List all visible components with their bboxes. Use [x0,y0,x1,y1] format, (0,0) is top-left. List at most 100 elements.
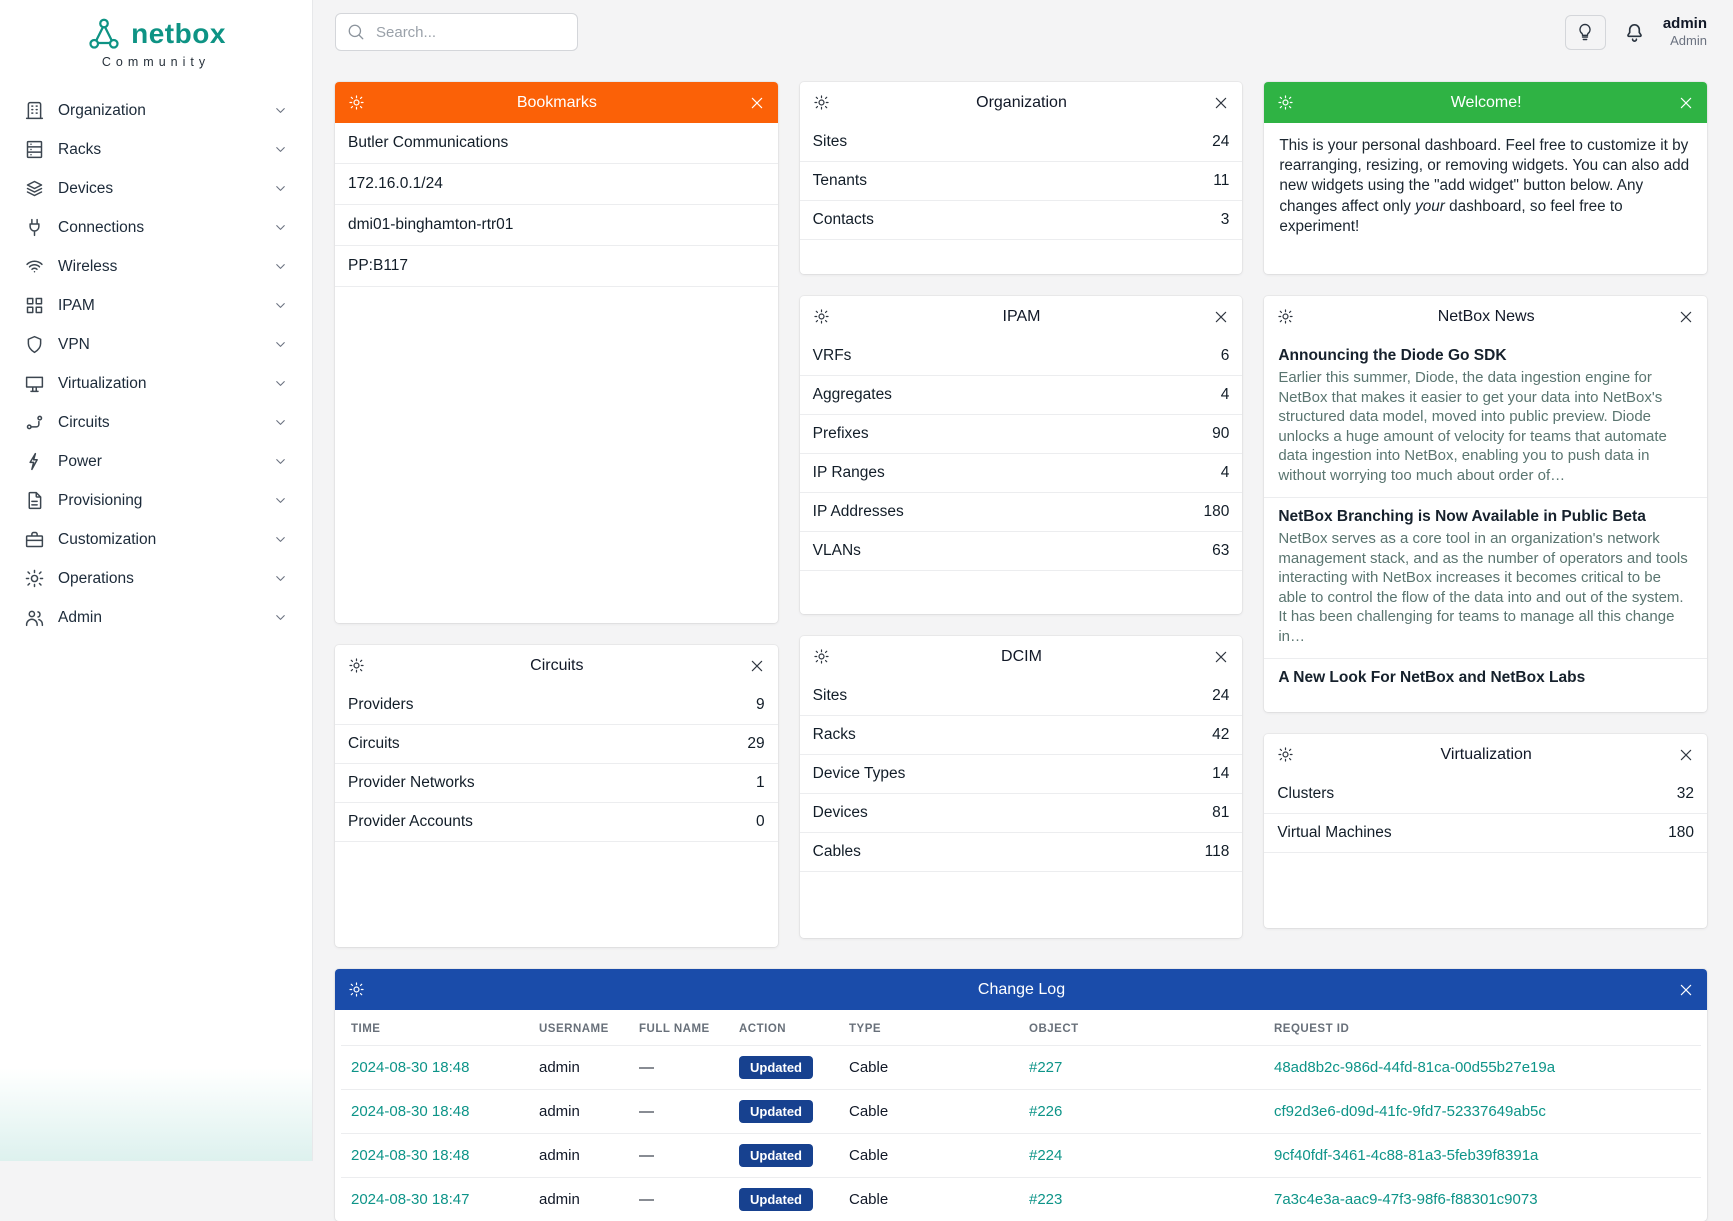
stat-row[interactable]: Circuits 29 [335,725,778,764]
change-time-link[interactable]: 2024-08-30 18:48 [351,1147,469,1164]
close-icon[interactable] [1678,982,1694,998]
stat-row[interactable]: Contacts 3 [800,201,1243,240]
virtualization-widget: Virtualization Clusters 32 Virtual Machi… [1264,734,1707,928]
sidebar-item-devices[interactable]: Devices [0,169,312,208]
change-time-link[interactable]: 2024-08-30 18:48 [351,1059,469,1076]
chevron-down-icon [273,259,288,274]
news-article[interactable]: Announcing the Diode Go SDK Earlier this… [1264,337,1707,498]
news-article[interactable]: NetBox Branching is Now Available in Pub… [1264,498,1707,659]
stat-row[interactable]: Racks 42 [800,716,1243,755]
stat-row[interactable]: Virtual Machines 180 [1264,814,1707,853]
news-article-title[interactable]: Announcing the Diode Go SDK [1278,347,1693,365]
stat-row[interactable]: Provider Accounts 0 [335,803,778,842]
stat-label: Sites [813,133,847,151]
stat-row[interactable]: IP Addresses 180 [800,493,1243,532]
close-icon[interactable] [1213,649,1229,665]
close-icon[interactable] [1213,95,1229,111]
sidebar-item-connections[interactable]: Connections [0,208,312,247]
gear-icon[interactable] [813,94,830,111]
change-type: Cable [849,1191,888,1208]
sidebar-item-organization[interactable]: Organization [0,91,312,130]
gear-icon[interactable] [1277,308,1294,325]
bookmark-item[interactable]: PP:B117 [335,246,778,287]
stat-row[interactable]: Providers 9 [335,686,778,725]
change-request-id-link[interactable]: 9cf40fdf-3461-4c88-81a3-5feb39f8391a [1274,1147,1538,1164]
stat-row[interactable]: Provider Networks 1 [335,764,778,803]
bookmark-item[interactable]: dmi01-binghamton-rtr01 [335,205,778,246]
gear-icon[interactable] [348,657,365,674]
close-icon[interactable] [1678,95,1694,111]
theme-toggle-button[interactable] [1565,15,1606,50]
chevron-down-icon [273,337,288,352]
bookmarks-widget: Bookmarks Butler Communications 172.16.0… [335,82,778,623]
sidebar: netbox Community Organization Racks Devi… [0,0,313,1161]
sidebar-item-power[interactable]: Power [0,442,312,481]
action-badge: Updated [739,1188,813,1211]
news-article-title[interactable]: A New Look For NetBox and NetBox Labs [1278,669,1693,687]
close-icon[interactable] [749,658,765,674]
stat-row[interactable]: Cables 118 [800,833,1243,872]
stat-value: 11 [1213,172,1229,190]
close-icon[interactable] [1678,309,1694,325]
stat-row[interactable]: Aggregates 4 [800,376,1243,415]
sidebar-item-vpn[interactable]: VPN [0,325,312,364]
change-object-link[interactable]: #226 [1029,1103,1062,1120]
sidebar-item-circuits[interactable]: Circuits [0,403,312,442]
change-object-link[interactable]: #227 [1029,1059,1062,1076]
sidebar-item-virtualization[interactable]: Virtualization [0,364,312,403]
news-article[interactable]: A New Look For NetBox and NetBox Labs [1264,659,1707,702]
change-time-link[interactable]: 2024-08-30 18:47 [351,1191,469,1208]
bookmark-item[interactable]: Butler Communications [335,123,778,164]
search-input[interactable] [335,13,578,51]
stat-row[interactable]: Sites 24 [800,123,1243,162]
change-request-id-link[interactable]: cf92d3e6-d09d-41fc-9fd7-52337649ab5c [1274,1103,1546,1120]
stat-row[interactable]: VRFs 6 [800,337,1243,376]
close-icon[interactable] [1678,747,1694,763]
close-icon[interactable] [1213,309,1229,325]
change-request-id-link[interactable]: 7a3c4e3a-aac9-47f3-98f6-f88301c9073 [1274,1191,1538,1208]
bell-icon[interactable] [1623,21,1646,44]
stat-row[interactable]: Tenants 11 [800,162,1243,201]
gear-icon[interactable] [813,308,830,325]
search-icon [347,23,365,41]
gear-icon[interactable] [1277,746,1294,763]
sidebar-item-racks[interactable]: Racks [0,130,312,169]
stat-row[interactable]: Devices 81 [800,794,1243,833]
gear-icon[interactable] [348,981,365,998]
stat-value: 29 [747,735,764,753]
sidebar-item-provisioning[interactable]: Provisioning [0,481,312,520]
sidebar-item-label: Customization [58,531,260,549]
change-object-link[interactable]: #224 [1029,1147,1062,1164]
organization-widget: Organization Sites 24 Tenants 11 [800,82,1243,274]
stat-value: 4 [1221,464,1230,482]
stat-row[interactable]: Sites 24 [800,677,1243,716]
sidebar-item-ipam[interactable]: IPAM [0,286,312,325]
bookmark-item[interactable]: 172.16.0.1/24 [335,164,778,205]
change-object-link[interactable]: #223 [1029,1191,1062,1208]
close-icon[interactable] [749,95,765,111]
change-log-widget: Change Log TIME USERNAME FULL NAME ACTIO [335,969,1707,1221]
sidebar-item-customization[interactable]: Customization [0,520,312,559]
brand[interactable]: netbox Community [0,0,312,73]
stat-row[interactable]: Prefixes 90 [800,415,1243,454]
gear-icon[interactable] [1277,94,1294,111]
stat-row[interactable]: IP Ranges 4 [800,454,1243,493]
shield-icon [24,334,45,355]
change-log-row: 2024-08-30 18:47 admin — Updated Cable #… [341,1178,1701,1221]
gear-icon[interactable] [348,94,365,111]
sidebar-item-operations[interactable]: Operations [0,559,312,598]
gear-icon[interactable] [813,648,830,665]
change-full-name: — [639,1103,654,1120]
news-article-title[interactable]: NetBox Branching is Now Available in Pub… [1278,508,1693,526]
change-time-link[interactable]: 2024-08-30 18:48 [351,1103,469,1120]
change-log-table: TIME USERNAME FULL NAME ACTION TYPE OBJE… [341,1010,1701,1221]
sidebar-item-wireless[interactable]: Wireless [0,247,312,286]
column-header: OBJECT [1019,1010,1264,1046]
sidebar-item-admin[interactable]: Admin [0,598,312,637]
change-request-id-link[interactable]: 48ad8b2c-986d-44fd-81ca-00d55b27e19a [1274,1059,1555,1076]
change-log-row: 2024-08-30 18:48 admin — Updated Cable #… [341,1046,1701,1090]
stat-row[interactable]: Device Types 14 [800,755,1243,794]
stat-row[interactable]: Clusters 32 [1264,775,1707,814]
stat-row[interactable]: VLANs 63 [800,532,1243,571]
user-menu[interactable]: admin Admin [1663,15,1707,49]
